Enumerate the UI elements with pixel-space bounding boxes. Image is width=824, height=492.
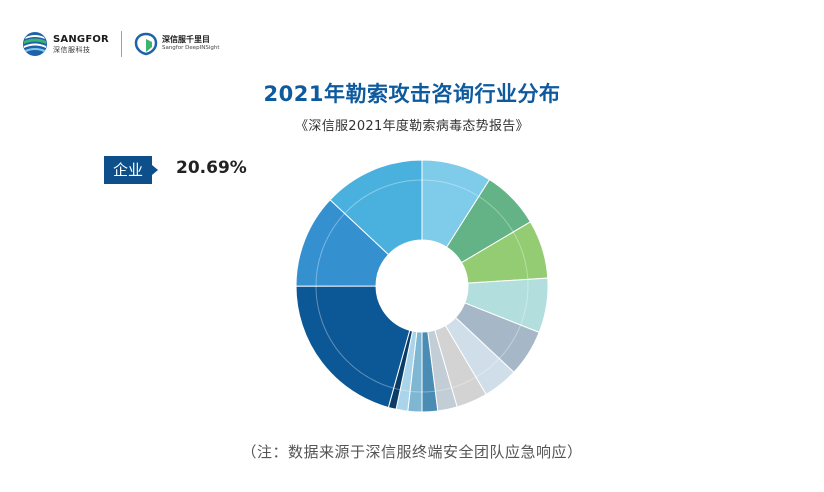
sangfor-logo-cn: 深信服科技 (53, 45, 91, 54)
sangfor-logo-en: SANGFOR (53, 33, 109, 45)
deepinsight-logo-cn: 深信服千里目 (161, 35, 210, 45)
chart-subtitle: 《深信服2021年度勒索病毒态势报告》 (295, 119, 529, 134)
deepinsight-shield-icon (134, 32, 158, 56)
logo-divider (120, 31, 122, 57)
highlight-arrow-icon (152, 165, 158, 175)
highlight-label: 企业 (104, 156, 152, 184)
deepinsight-logo: 深信服千里目 Sangfor DeepINSight (134, 32, 220, 56)
deepinsight-logo-en: Sangfor DeepINSight (161, 45, 220, 52)
sangfor-globe-icon (23, 32, 47, 56)
chart-title: 2021年勒索攻击咨询行业分布 (263, 82, 561, 106)
logo-area: SANGFOR 深信服科技 深信服千里目 Sangfor DeepINSight (22, 26, 220, 62)
footnote: （注：数据来源于深信服终端安全团队应急响应） (241, 443, 583, 461)
donut-inner-ring (315, 179, 529, 393)
highlight-value: 20.69% (176, 158, 247, 178)
donut-slice-13 (295, 285, 411, 409)
donut-slice-15 (329, 159, 423, 256)
sangfor-logo: SANGFOR 深信服科技 (22, 31, 109, 57)
